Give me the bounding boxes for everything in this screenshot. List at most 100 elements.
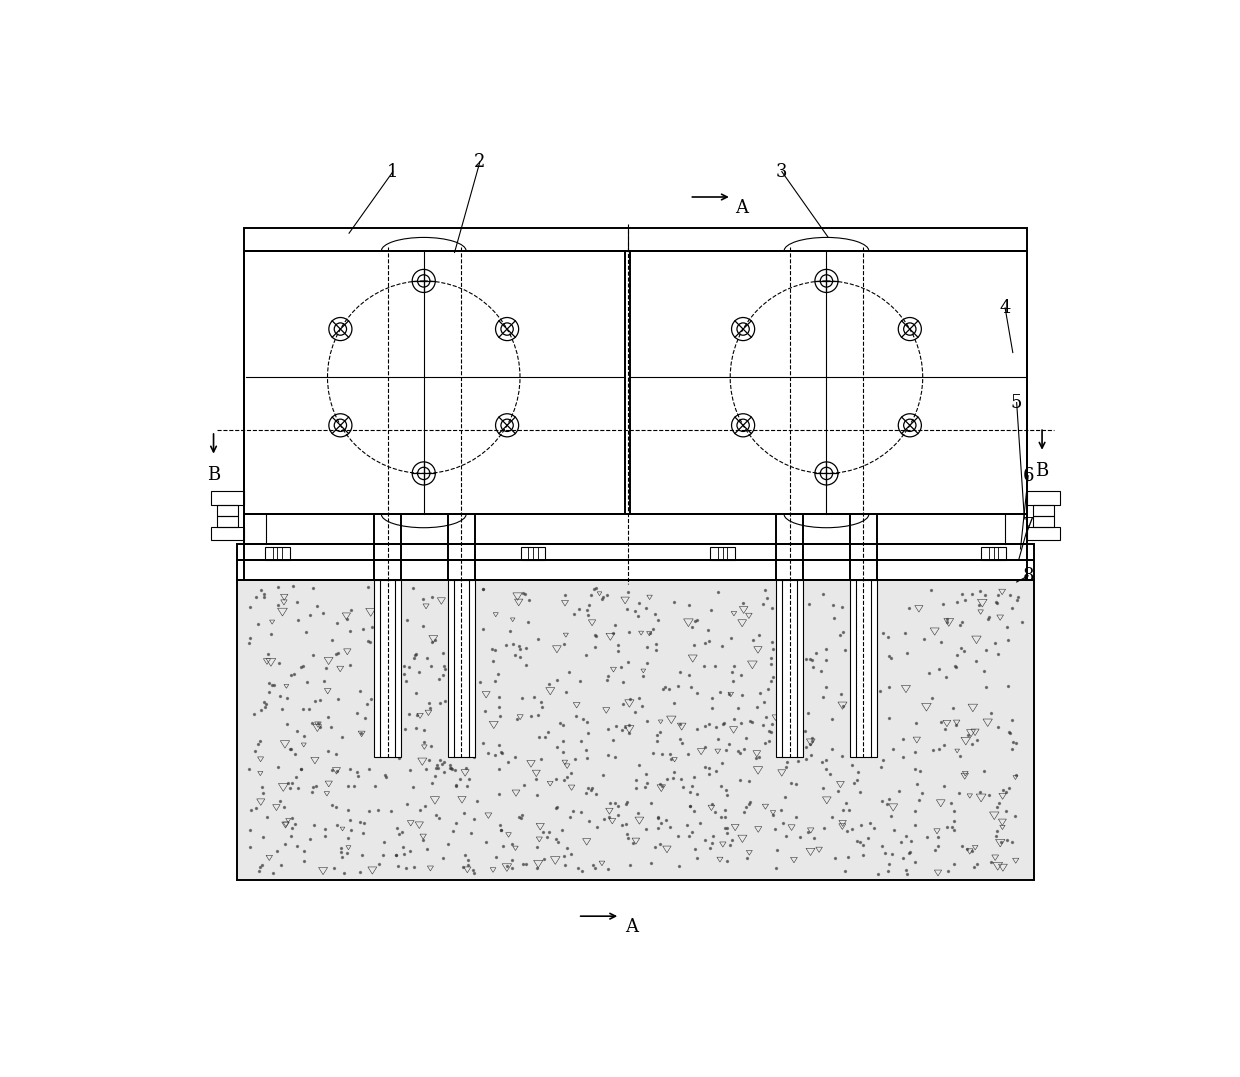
Point (1003, 733, 1023, 751)
Point (1002, 599, 1022, 616)
Point (647, 611, 667, 628)
Point (645, 605, 665, 623)
Point (299, 700, 319, 717)
Point (269, 758, 289, 775)
Point (563, 802, 583, 820)
Point (397, 795, 417, 812)
Point (585, 626, 605, 643)
Point (355, 710, 374, 727)
Point (713, 715, 733, 732)
Bar (776, 579, 804, 757)
Point (773, 814, 792, 831)
Point (832, 599, 852, 616)
Point (429, 810, 449, 827)
Point (305, 778, 325, 795)
Point (582, 779, 601, 796)
Point (254, 694, 274, 711)
Point (529, 729, 549, 746)
Point (849, 834, 869, 851)
Point (873, 624, 893, 641)
Point (578, 606, 598, 624)
Point (682, 778, 702, 795)
Point (708, 730, 728, 747)
Point (796, 738, 816, 755)
Point (717, 786, 737, 803)
Point (490, 698, 510, 715)
Point (835, 863, 854, 880)
Point (967, 731, 987, 749)
Point (331, 843, 351, 861)
Point (761, 724, 781, 741)
Point (531, 694, 551, 711)
Point (946, 657, 966, 674)
Point (848, 764, 868, 781)
Point (988, 586, 1008, 603)
Point (577, 784, 596, 801)
Point (801, 729, 821, 746)
Point (821, 766, 841, 783)
Point (423, 633, 443, 651)
Point (905, 816, 925, 834)
Text: 1: 1 (387, 163, 399, 181)
Point (337, 611, 357, 628)
Point (951, 640, 971, 657)
Point (303, 784, 322, 801)
Point (620, 690, 640, 708)
Point (502, 851, 522, 868)
Point (258, 645, 278, 662)
Point (742, 713, 761, 730)
Point (415, 798, 435, 815)
Point (671, 730, 691, 747)
Point (1008, 588, 1028, 605)
Text: 5: 5 (1011, 393, 1022, 411)
Point (732, 714, 751, 731)
Point (578, 713, 598, 730)
Point (489, 737, 508, 754)
Point (609, 797, 629, 814)
Point (551, 714, 570, 731)
Point (637, 713, 657, 730)
Point (584, 581, 604, 598)
Point (249, 732, 269, 750)
Point (656, 811, 676, 828)
Point (816, 641, 836, 658)
Point (756, 589, 776, 606)
Point (879, 710, 899, 727)
Point (996, 783, 1016, 800)
Point (931, 714, 951, 731)
Point (944, 699, 963, 716)
Point (405, 719, 425, 737)
Text: A: A (735, 198, 749, 216)
Point (713, 714, 733, 731)
Point (472, 620, 492, 638)
Point (848, 833, 868, 850)
Point (394, 657, 414, 674)
Bar (217, 516, 238, 527)
Point (246, 588, 265, 605)
Point (553, 743, 573, 760)
Point (660, 819, 680, 836)
Point (387, 820, 407, 837)
Point (708, 584, 728, 601)
Point (832, 747, 852, 765)
Point (1013, 614, 1033, 631)
Point (417, 841, 436, 858)
Point (533, 824, 553, 841)
Text: 8: 8 (1023, 567, 1034, 585)
Bar (237, 579, 1034, 880)
Point (905, 854, 925, 871)
Point (422, 774, 441, 792)
Point (298, 673, 317, 690)
Point (538, 723, 558, 740)
Point (248, 615, 268, 632)
Point (513, 777, 533, 794)
Point (277, 715, 296, 732)
Point (580, 587, 600, 604)
Point (787, 752, 807, 769)
Point (910, 763, 930, 780)
Point (732, 686, 751, 703)
Point (642, 744, 662, 761)
Point (878, 629, 898, 646)
Point (970, 784, 990, 801)
Point (575, 741, 595, 758)
